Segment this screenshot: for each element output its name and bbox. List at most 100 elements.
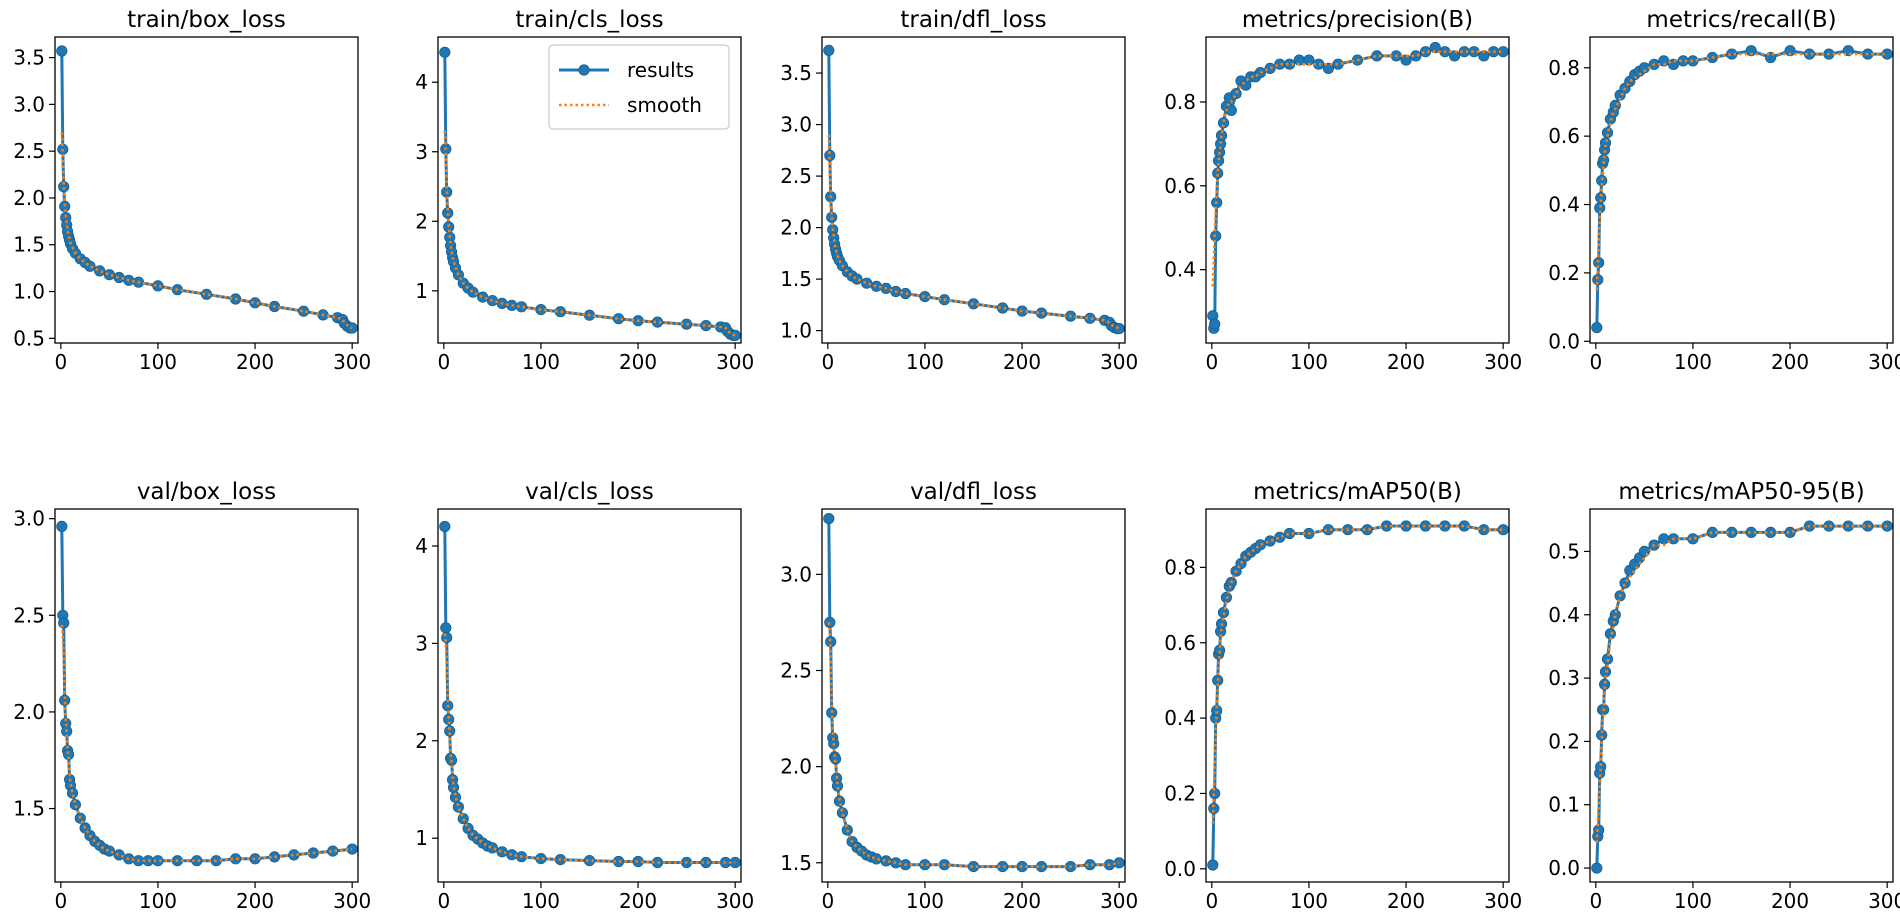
- series-line-smooth: [1595, 524, 1888, 843]
- x-tick-label: 300: [333, 350, 371, 374]
- chart-panel: metrics/recall(B) 0 100 200 300 0.0 0.2 0.4 0.6 0…: [1548, 7, 1900, 374]
- x-tick-label: 100: [1290, 350, 1328, 374]
- x-tick-label: 100: [1674, 350, 1712, 374]
- data-point: [452, 801, 464, 813]
- data-point: [1274, 58, 1286, 70]
- data-point: [113, 849, 125, 861]
- data-point: [327, 845, 339, 857]
- data-point: [1592, 274, 1604, 286]
- data-point: [1400, 520, 1412, 532]
- chart-title: train/box_loss: [127, 7, 286, 33]
- data-point: [152, 855, 164, 867]
- data-point: [1619, 577, 1631, 589]
- data-point: [829, 753, 842, 765]
- x-tick-label: 100: [906, 350, 944, 374]
- series-line-smooth: [1211, 524, 1504, 824]
- chart-panel: val/dfl_loss 0 100 200 300 1.5 2.0 2.5 3.0: [780, 479, 1138, 913]
- data-point: [1784, 526, 1796, 539]
- data-point: [1595, 761, 1607, 773]
- axes-frame: [54, 36, 359, 344]
- legend-marker: [578, 64, 590, 76]
- y-tick-label: 0.0: [1548, 329, 1580, 353]
- data-point: [612, 313, 625, 325]
- data-point: [1658, 533, 1670, 545]
- series-line-smooth: [827, 622, 1120, 868]
- y-tick-label: 3.5: [780, 61, 812, 85]
- data-point: [870, 853, 883, 865]
- x-tick-label: 200: [236, 889, 274, 913]
- data-point: [59, 694, 71, 706]
- series-line-smooth: [60, 132, 353, 330]
- axes-frame: [1589, 36, 1894, 344]
- x-tick-label: 0: [821, 889, 834, 913]
- data-point: [1410, 50, 1422, 62]
- y-tick-label: 3: [415, 140, 428, 164]
- x-tick-label: 100: [522, 350, 560, 374]
- data-point: [1207, 859, 1219, 871]
- y-tick-label: 2.0: [13, 186, 45, 210]
- data-point: [288, 849, 300, 861]
- x-tick-label: 300: [716, 350, 754, 374]
- x-tick-label: 300: [1484, 350, 1522, 374]
- data-point: [1212, 167, 1224, 179]
- data-point: [1609, 609, 1621, 621]
- data-point: [583, 854, 596, 867]
- x-tick-label: 300: [1868, 889, 1900, 913]
- data-point: [1497, 524, 1509, 536]
- y-tick-label: 0.8: [1164, 555, 1196, 579]
- data-point: [1595, 192, 1607, 204]
- data-point: [967, 860, 980, 873]
- data-point: [439, 46, 451, 58]
- axes-frame: [1589, 508, 1894, 883]
- data-point: [62, 748, 75, 761]
- data-point: [1209, 318, 1221, 330]
- data-point: [1745, 526, 1757, 539]
- data-point: [996, 860, 1009, 873]
- data-point: [1862, 520, 1874, 532]
- x-tick-label: 200: [1387, 350, 1425, 374]
- legend-label-results: results: [627, 58, 694, 82]
- data-point: [1211, 704, 1223, 717]
- data-point: [1881, 520, 1893, 532]
- series-line-smooth: [1211, 50, 1504, 287]
- chart-title: train/dfl_loss: [900, 7, 1046, 33]
- x-tick-label: 0: [1205, 350, 1218, 374]
- data-point: [58, 617, 70, 629]
- data-point: [1322, 62, 1335, 75]
- y-tick-label: 0.0: [1548, 856, 1580, 880]
- y-tick-label: 1.0: [780, 319, 812, 343]
- chart-panel: val/cls_loss 0 100 200 300 1 2 3 4: [415, 479, 754, 913]
- y-tick-label: 1.5: [13, 233, 45, 257]
- x-tick-label: 200: [619, 889, 657, 913]
- chart-panel: val/box_loss 0 100 200 300 1.5 2.0 2.5 3.0: [13, 479, 371, 913]
- series-line-smooth: [827, 134, 1120, 330]
- data-point: [919, 290, 931, 303]
- series-line-smooth: [60, 624, 353, 863]
- data-point: [230, 853, 242, 865]
- y-tick-label: 4: [415, 534, 428, 558]
- data-point: [1274, 531, 1286, 543]
- data-point: [200, 288, 213, 300]
- y-tick-label: 3.5: [13, 46, 45, 70]
- data-point: [1084, 312, 1096, 324]
- y-tick-label: 2.0: [780, 755, 812, 779]
- x-tick-label: 0: [821, 350, 834, 374]
- x-tick-label: 300: [1100, 889, 1138, 913]
- data-point: [440, 622, 452, 634]
- chart-panel: train/dfl_loss 0 100 200 300 1.0 1.5 2.0 2.5 3.0 3…: [780, 7, 1138, 374]
- data-point: [1591, 321, 1603, 334]
- y-tick-label: 0.5: [1548, 539, 1580, 563]
- chart-title: val/cls_loss: [525, 479, 654, 505]
- data-point: [1264, 62, 1276, 75]
- y-tick-label: 0.4: [1548, 193, 1580, 217]
- chart-panel: metrics/precision(B) 0 100 200 300 0.4 0.6 0.8: [1164, 7, 1522, 374]
- x-tick-label: 0: [54, 350, 67, 374]
- data-point: [1803, 48, 1816, 60]
- plot-area: [1591, 45, 1893, 334]
- series-line-smooth: [443, 633, 736, 864]
- data-point: [700, 319, 712, 332]
- y-tick-label: 2.5: [13, 603, 45, 627]
- axes-frame: [1205, 508, 1510, 883]
- data-point: [824, 149, 836, 162]
- data-point: [1591, 862, 1603, 874]
